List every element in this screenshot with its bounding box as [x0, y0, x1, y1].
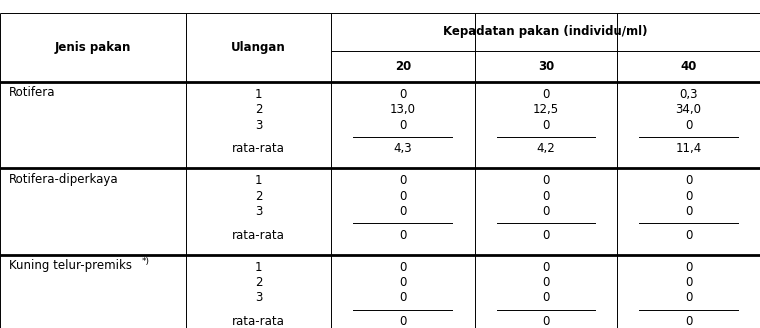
- Text: 0: 0: [543, 261, 549, 274]
- Text: 0: 0: [399, 174, 407, 187]
- Text: 0: 0: [543, 88, 549, 101]
- Text: 0: 0: [685, 229, 692, 241]
- Text: 30: 30: [538, 60, 554, 73]
- Text: 0: 0: [543, 229, 549, 241]
- Text: 20: 20: [394, 60, 411, 73]
- Text: 0: 0: [543, 291, 549, 304]
- Text: 0: 0: [685, 174, 692, 187]
- Text: 0: 0: [543, 276, 549, 289]
- Text: 0: 0: [543, 205, 549, 218]
- Text: 0: 0: [399, 276, 407, 289]
- Text: 4,2: 4,2: [537, 142, 556, 155]
- Text: 0: 0: [543, 119, 549, 132]
- Text: 0: 0: [543, 315, 549, 328]
- Text: 2: 2: [255, 103, 262, 116]
- Text: 0: 0: [399, 261, 407, 274]
- Text: 40: 40: [680, 60, 697, 73]
- Text: rata-rata: rata-rata: [232, 229, 285, 241]
- Text: 0: 0: [399, 119, 407, 132]
- Text: 1: 1: [255, 261, 262, 274]
- Text: *): *): [142, 256, 150, 266]
- Text: Kuning telur-premiks: Kuning telur-premiks: [9, 259, 132, 272]
- Text: rata-rata: rata-rata: [232, 142, 285, 155]
- Text: 0: 0: [399, 88, 407, 101]
- Text: rata-rata: rata-rata: [232, 315, 285, 328]
- Text: 3: 3: [255, 205, 262, 218]
- Text: 12,5: 12,5: [533, 103, 559, 116]
- Text: 0: 0: [543, 190, 549, 203]
- Text: 1: 1: [255, 174, 262, 187]
- Text: 0: 0: [685, 261, 692, 274]
- Text: Jenis pakan: Jenis pakan: [55, 41, 131, 54]
- Text: 0: 0: [685, 276, 692, 289]
- Text: Rotifera: Rotifera: [9, 86, 55, 99]
- Text: Rotifera-diperkaya: Rotifera-diperkaya: [9, 173, 119, 186]
- Text: 2: 2: [255, 190, 262, 203]
- Text: 0: 0: [685, 119, 692, 132]
- Text: 3: 3: [255, 119, 262, 132]
- Text: 2: 2: [255, 276, 262, 289]
- Text: 0,3: 0,3: [679, 88, 698, 101]
- Text: 0: 0: [685, 205, 692, 218]
- Text: 0: 0: [399, 205, 407, 218]
- Text: 0: 0: [399, 315, 407, 328]
- Text: 1: 1: [255, 88, 262, 101]
- Text: 13,0: 13,0: [390, 103, 416, 116]
- Text: 0: 0: [399, 229, 407, 241]
- Text: 34,0: 34,0: [676, 103, 701, 116]
- Text: 0: 0: [685, 190, 692, 203]
- Text: Kepadatan pakan (individu/ml): Kepadatan pakan (individu/ml): [443, 26, 648, 38]
- Text: Ulangan: Ulangan: [231, 41, 286, 54]
- Text: 0: 0: [685, 291, 692, 304]
- Text: 0: 0: [399, 190, 407, 203]
- Text: 0: 0: [399, 291, 407, 304]
- Text: 3: 3: [255, 291, 262, 304]
- Text: 0: 0: [685, 315, 692, 328]
- Text: 11,4: 11,4: [676, 142, 701, 155]
- Text: 0: 0: [543, 174, 549, 187]
- Text: 4,3: 4,3: [394, 142, 412, 155]
